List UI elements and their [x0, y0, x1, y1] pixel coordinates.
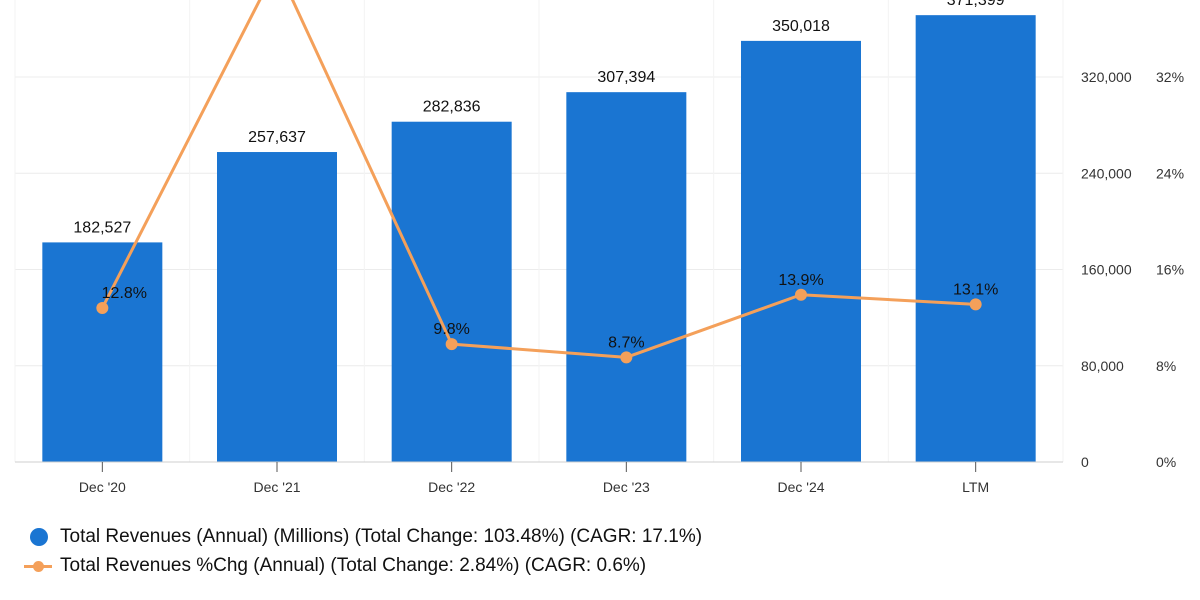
pct-change-line: [100, 0, 976, 359]
pct-change-label: 12.8%: [102, 285, 147, 302]
y-left-tick-label: 320,000: [1081, 69, 1132, 85]
y-right-tick-label: 16%: [1156, 262, 1184, 278]
pct-change-point: [795, 288, 807, 301]
revenue-bar: [42, 242, 163, 462]
y-right-tick-label: 8%: [1156, 358, 1176, 374]
pct-change-label: 8.7%: [608, 334, 644, 351]
chart-legend: Total Revenues (Annual) (Millions) (Tota…: [24, 522, 702, 580]
y-left-tick-label: 0: [1081, 454, 1089, 470]
x-axis-tick-label: Dec '20: [79, 479, 126, 495]
pct-change-point: [96, 302, 109, 314]
x-axis-tick-label: Dec '22: [428, 479, 475, 495]
legend-line-swatch: [24, 556, 58, 576]
pct-change-point: [620, 351, 633, 364]
x-axis-tick-label: Dec '21: [253, 479, 300, 495]
revenue-chart: 0 80,000 160,000 240,000 320,000 0% 8% 16% 24% 32…: [14, 0, 1184, 495]
revenue-bar-label: 257,637: [248, 129, 306, 146]
legend-item-revenues[interactable]: Total Revenues (Annual) (Millions) (Tota…: [30, 522, 702, 551]
legend-item-pct-change[interactable]: Total Revenues %Chg (Annual) (Total Chan…: [24, 551, 702, 580]
y-right-tick-label: 24%: [1156, 165, 1184, 181]
revenue-bar-label: 182,527: [73, 219, 131, 236]
revenue-bar: [217, 152, 337, 462]
legend-label-revenues: Total Revenues (Annual) (Millions) (Tota…: [60, 525, 703, 547]
y-left-tick-label: 80,000: [1081, 358, 1124, 374]
revenue-bar-label: 282,836: [423, 99, 481, 116]
legend-label-pct-change: Total Revenues %Chg (Annual) (Total Chan…: [60, 554, 647, 576]
pct-change-point: [445, 338, 458, 351]
revenue-bar: [915, 15, 1036, 462]
revenue-bar: [566, 92, 687, 462]
y-left-tick-label: 160,000: [1081, 262, 1132, 278]
x-axis-tick-label: Dec '24: [777, 479, 824, 495]
x-axis-tick-label: Dec '23: [603, 479, 650, 495]
revenue-bar-label: 371,399: [947, 0, 1005, 9]
revenue-bar: [741, 40, 861, 463]
revenue-bar: [391, 121, 512, 462]
pct-change-point: [969, 298, 982, 311]
legend-bar-swatch: [30, 527, 58, 547]
y-left-tick-label: 240,000: [1081, 165, 1132, 181]
pct-change-label: 13.1%: [953, 281, 998, 298]
revenue-bar-label: 350,018: [772, 18, 830, 35]
pct-change-label: 9.8%: [433, 321, 469, 338]
x-axis-tick-label: LTM: [962, 479, 989, 495]
y-right-tick-label: 0%: [1156, 454, 1176, 470]
pct-change-label: 13.9%: [778, 272, 823, 289]
y-right-tick-label: 32%: [1156, 69, 1184, 85]
revenue-bar-label: 307,394: [597, 69, 655, 86]
